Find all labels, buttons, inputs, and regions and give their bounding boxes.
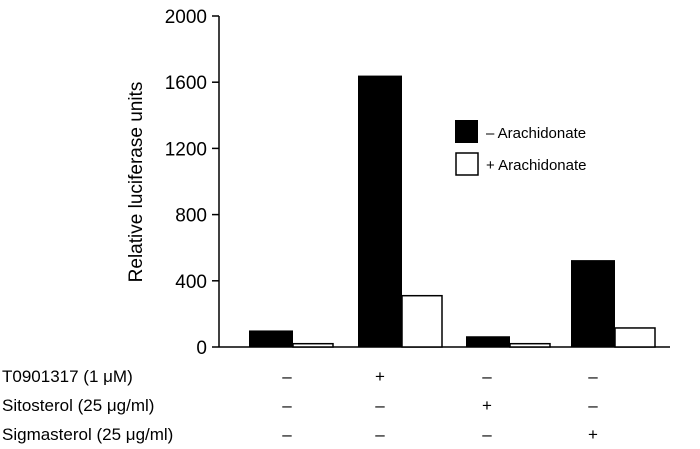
y-tick-label: 1200 — [165, 139, 207, 160]
bar-minus-arachidonate-4 — [571, 260, 615, 347]
treatment-label: Sigmasterol (25 μg/ml) — [2, 425, 173, 444]
treatment-sign: + — [375, 367, 385, 386]
bar-plus-arachidonate-2 — [401, 294, 443, 348]
bar-plus-arachidonate-1 — [292, 342, 334, 348]
y-tick-label: 1600 — [165, 73, 207, 94]
bar-plus-arachidonate-3 — [509, 342, 551, 348]
y-axis-label: Relative luciferase units — [126, 82, 147, 283]
bar-minus-arachidonate-2 — [358, 75, 402, 347]
legend-label-plus-arachidonate: + Arachidonate — [486, 157, 587, 174]
y-tick-label: 800 — [175, 206, 207, 227]
legend-swatch-minus-arachidonate — [455, 120, 478, 143]
treatment-sign: – — [375, 396, 385, 415]
treatment-sign: – — [482, 367, 492, 386]
treatment-sign: – — [482, 425, 492, 444]
treatment-sign: – — [588, 367, 598, 386]
legend: – Arachidonate + Arachidonate — [455, 120, 587, 176]
bar-minus-arachidonate-1 — [249, 330, 293, 347]
y-tick-label: 2000 — [165, 7, 207, 28]
treatment-sign: – — [375, 425, 385, 444]
treatment-label: T0901317 (1 μM) — [2, 367, 133, 386]
legend-swatch-plus-arachidonate — [455, 152, 479, 176]
treatment-sign: – — [282, 425, 292, 444]
bar-minus-arachidonate-3 — [466, 336, 510, 347]
legend-label-minus-arachidonate: – Arachidonate — [486, 125, 586, 142]
treatment-label: Sitosterol (25 μg/ml) — [2, 396, 154, 415]
y-tick-label: 400 — [175, 272, 207, 293]
treatment-sign: – — [588, 396, 598, 415]
treatment-sign: – — [282, 367, 292, 386]
treatment-sign: + — [588, 425, 598, 444]
treatment-sign: + — [482, 396, 492, 415]
bar-plus-arachidonate-4 — [614, 327, 656, 348]
y-tick-label: 0 — [196, 338, 207, 359]
treatment-sign: – — [282, 396, 292, 415]
